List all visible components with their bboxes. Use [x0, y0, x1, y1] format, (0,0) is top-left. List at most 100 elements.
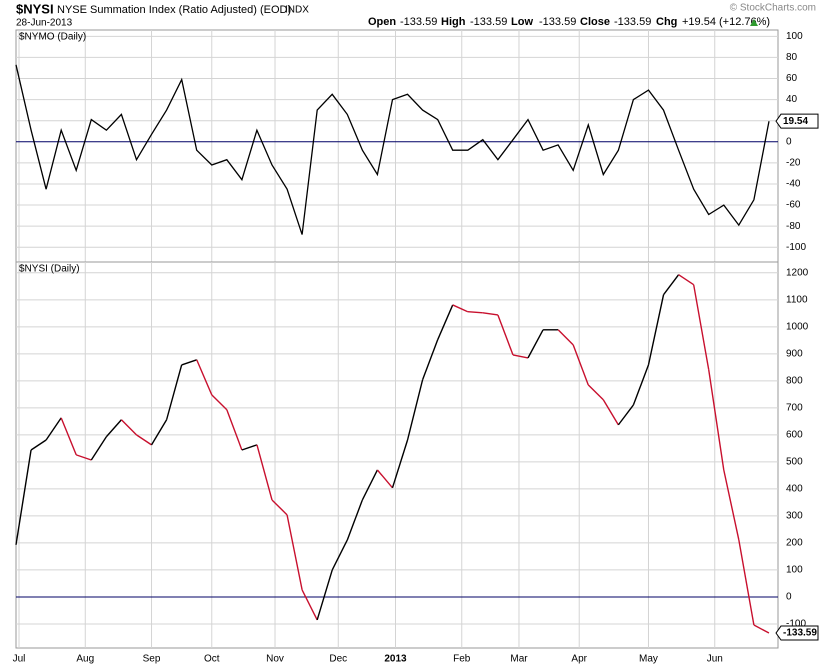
line-segment [211, 394, 228, 411]
line-segment [181, 359, 197, 366]
y-tick-label: 700 [786, 403, 803, 414]
last-value-box [775, 625, 819, 641]
line-segment [723, 469, 740, 541]
y-tick-label: -80 [786, 221, 801, 232]
line-segment [76, 454, 92, 461]
y-tick-label: 400 [786, 484, 803, 495]
credit: © StockCharts.com [730, 3, 816, 14]
line-segment [226, 409, 243, 451]
line-segment [617, 404, 634, 426]
line-segment [165, 364, 183, 420]
y-tick-label: 1000 [786, 321, 809, 332]
line-segment [241, 444, 258, 451]
line-segment [678, 274, 695, 286]
y-tick-label: 0 [786, 592, 792, 603]
line-segment [271, 499, 288, 516]
line-segment [331, 539, 348, 571]
last-value-label: -133.59 [783, 628, 817, 639]
y-tick-label: 900 [786, 348, 803, 359]
x-tick-label: Feb [453, 654, 471, 665]
line [15, 64, 770, 235]
chg-label: Chg [656, 16, 677, 28]
line-segment [421, 339, 439, 381]
line-segment [120, 419, 137, 436]
high-value: -133.59 [470, 16, 507, 28]
y-tick-label: 80 [786, 52, 798, 63]
line-segment [90, 436, 107, 461]
line-segment [587, 384, 604, 401]
line-segment [15, 449, 32, 545]
panel-title: $NYSI (Daily) [19, 264, 80, 275]
line-segment [30, 439, 47, 451]
y-tick-label: -100 [786, 242, 806, 253]
line-segment [301, 589, 318, 621]
line-segment [482, 312, 498, 316]
x-tick-label: 2013 [384, 654, 407, 665]
y-tick-label: 800 [786, 375, 803, 386]
open-value: -133.59 [400, 16, 437, 28]
low-value: -133.59 [539, 16, 576, 28]
y-tick-label: -40 [786, 179, 801, 190]
line-segment [316, 569, 333, 621]
line-segment [286, 514, 303, 591]
x-tick-label: Jul [13, 654, 26, 665]
symbol: $NYSI [16, 1, 54, 16]
line-segment [738, 539, 755, 626]
x-tick-label: Dec [329, 654, 347, 665]
line-segment [662, 274, 680, 296]
line-segment [527, 329, 544, 359]
x-tick-label: Oct [204, 654, 220, 665]
line-segment [150, 419, 168, 446]
line-segment [572, 344, 589, 386]
y-tick-label: 0 [786, 136, 792, 147]
y-tick-label: 200 [786, 538, 803, 549]
y-tick-label: -60 [786, 200, 801, 211]
line-segment [497, 314, 514, 356]
chg-value: +19.54 (+12.76%) [682, 16, 770, 28]
line-segment [602, 399, 619, 426]
index-name: NYSE Summation Index (Ratio Adjusted) (E… [57, 4, 291, 16]
line-segment [512, 354, 529, 359]
y-tick-label: 300 [786, 511, 803, 522]
date: 28-Jun-2013 [16, 18, 73, 29]
close-label: Close [580, 16, 610, 28]
plot-area [15, 261, 779, 649]
last-value-box [775, 113, 819, 129]
line-segment [557, 329, 574, 346]
line-segment [452, 304, 469, 313]
x-tick-label: May [639, 654, 658, 665]
y-tick-label: -100 [786, 619, 806, 630]
line-segment [196, 359, 213, 396]
line-segment [376, 469, 394, 489]
y-tick-label: 500 [786, 457, 803, 468]
x-tick-label: Aug [76, 654, 94, 665]
line-segment [60, 417, 77, 456]
line-segment [753, 624, 770, 634]
line-segment [708, 369, 725, 471]
line-segment [467, 311, 483, 314]
exchange: INDX [285, 5, 309, 16]
y-tick-label: 1100 [786, 294, 808, 305]
line-segment [45, 417, 62, 441]
line-segment [406, 379, 424, 441]
y-tick-label: 100 [786, 565, 803, 576]
line-segment [346, 499, 364, 541]
y-tick-label: 1200 [786, 267, 809, 278]
last-value-label: 19.54 [783, 116, 808, 127]
x-tick-label: Mar [510, 654, 528, 665]
y-tick-label: 60 [786, 73, 798, 84]
line-segment [391, 439, 409, 489]
high-label: High [441, 16, 466, 28]
panel-title: $NYMO (Daily) [19, 32, 86, 43]
line-segment [105, 419, 122, 438]
x-tick-label: Jun [707, 654, 723, 665]
line-segment [647, 294, 665, 366]
line-segment [136, 434, 152, 446]
y-tick-label: 600 [786, 430, 803, 441]
y-tick-label: 40 [786, 94, 798, 105]
y-tick-label: 100 [786, 31, 803, 42]
x-tick-label: Apr [571, 654, 587, 665]
line-segment [632, 364, 650, 406]
y-tick-label: -20 [786, 158, 801, 169]
